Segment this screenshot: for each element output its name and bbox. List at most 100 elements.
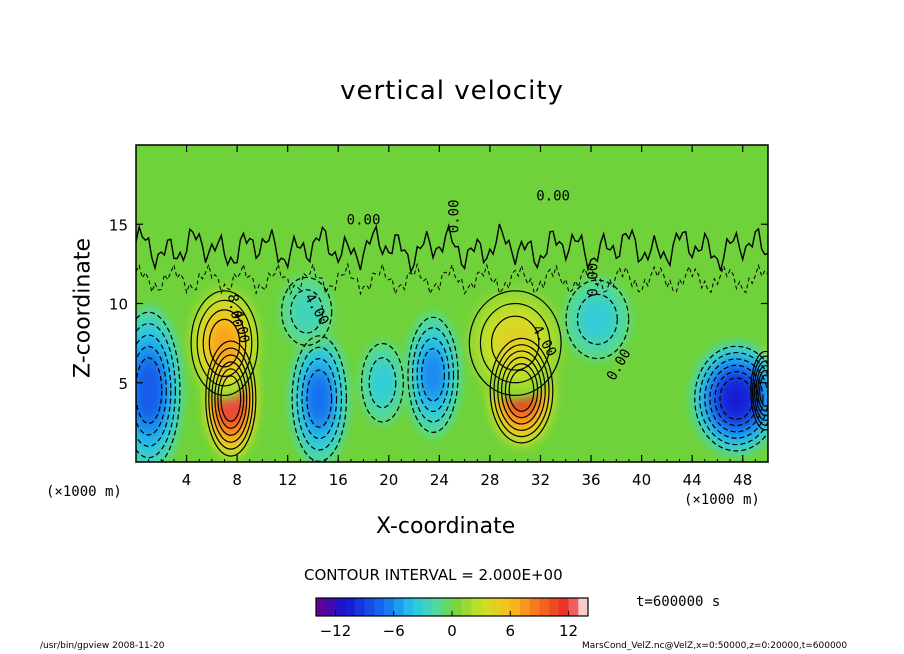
contour-label: 0.00 [347,212,381,228]
colorbar-bin [393,598,404,616]
colorbar-bin [539,598,550,616]
field-band [586,306,608,333]
colorbar-bin [481,598,492,616]
x-tick-label: 12 [278,471,297,489]
contour-line-positive [202,309,247,378]
footer-left: /usr/bin/gpview 2008-11-20 [40,641,165,651]
colorbar-bin [384,598,395,616]
contour-label: 0.00 [585,263,601,297]
field-extremum [359,339,406,426]
x-unit-right: (×1000 m) [684,492,760,508]
x-tick-label: 40 [632,471,651,489]
footer-right: MarsCond_VelZ.nc@VelZ,x=0:50000,z=0:2000… [582,641,848,651]
contour-line-positive [468,290,562,397]
chart-title: vertical velocity [340,76,564,106]
contour-line-negative [421,348,446,402]
contour-line-negative [136,357,163,425]
contour-line-negative [368,357,397,409]
x-tick-label: 8 [232,471,242,489]
field-band [310,377,329,420]
contour-line-positive [190,290,259,397]
contour-line-negative [296,346,343,451]
contour-line-negative [281,276,333,347]
field-extremum [289,330,349,462]
contour-line-negative [301,358,338,440]
colorbar-tick-label: −12 [320,622,352,640]
contour-line-positive [493,344,550,438]
x-tick-label: 28 [480,471,499,489]
contour-label: 4.00 [230,309,252,345]
field-band [375,369,390,396]
contour-line-positive [214,361,248,436]
zero-contour [136,222,768,275]
x-axis-label: X-coordinate [376,514,516,539]
contour-line-negative [719,377,754,420]
y-tick-label: 10 [109,296,128,314]
field-band [138,364,160,418]
x-tick-label: 4 [182,471,192,489]
contour-line-negative [136,311,181,462]
colorbar-bin [510,598,521,616]
colorbar-bin [578,598,589,616]
field-band [424,355,442,395]
contour-label: 0.00 [446,199,462,233]
colorbar-bin [549,598,560,616]
contour-line-positive [759,374,768,407]
contour-line-positive [208,318,241,368]
x-tick-label: 24 [430,471,449,489]
contour-line-negative [136,334,172,447]
contour-line-negative [704,358,768,439]
contour-line-positive [217,368,245,429]
x-tick-label: 16 [329,471,348,489]
colorbar-tick-label: −6 [383,622,405,640]
contour-line-positive [489,337,554,444]
colorbar-bin [432,598,443,616]
contour-line-negative [694,345,768,452]
contour-line-negative [407,316,459,433]
colorbar-bin [335,598,346,616]
zero-contour-dashed [136,262,768,296]
contour-line-positive [504,363,539,419]
colorbar-bin [345,598,356,616]
contour-line-positive [753,360,768,421]
colorbar-bin [422,598,434,616]
colorbar-bin [364,598,375,616]
x-tick-label: 36 [581,471,600,489]
colorbar: −12 −6 0 6 12 [315,597,589,640]
colorbar-bin [413,598,424,616]
colorbar-bin [403,598,414,616]
contour-label: 8.00 [224,293,246,329]
x-tick-label: 44 [683,471,702,489]
contour-line-negative [565,279,630,360]
contour-line-negative [416,337,450,413]
colorbar-bin [520,598,531,616]
contour-line-negative [306,369,333,428]
colorbar-bin [490,598,502,616]
x-unit-left: (×1000 m) [46,484,122,500]
colorbar-bin [325,598,336,616]
field-band [722,380,751,417]
contour-line-positive [750,350,768,431]
time-label: t=600000 s [636,594,721,610]
x-tick-label: 20 [379,471,398,489]
colorbar-tick-label: 12 [559,622,578,640]
contour-line-negative [709,364,764,433]
contour-line-negative [361,342,404,423]
contour-line-positive [196,299,253,387]
contour-line-negative [136,345,167,436]
colorbar-bin [529,598,540,616]
contour-line-positive [220,375,242,422]
contour-label: 0.00 [536,188,570,204]
contour-line-positive [752,355,768,426]
colorbar-bin [471,598,482,616]
contour-line-positive [479,302,551,384]
y-tick-label: 5 [118,375,128,393]
field-extremum [563,276,632,363]
contour-line-positive [497,350,546,431]
colorbar-tick-label: 6 [506,622,516,640]
contour-line-negative [576,293,618,345]
colorbar-bin [558,598,570,616]
colorbar-bin [442,598,453,616]
